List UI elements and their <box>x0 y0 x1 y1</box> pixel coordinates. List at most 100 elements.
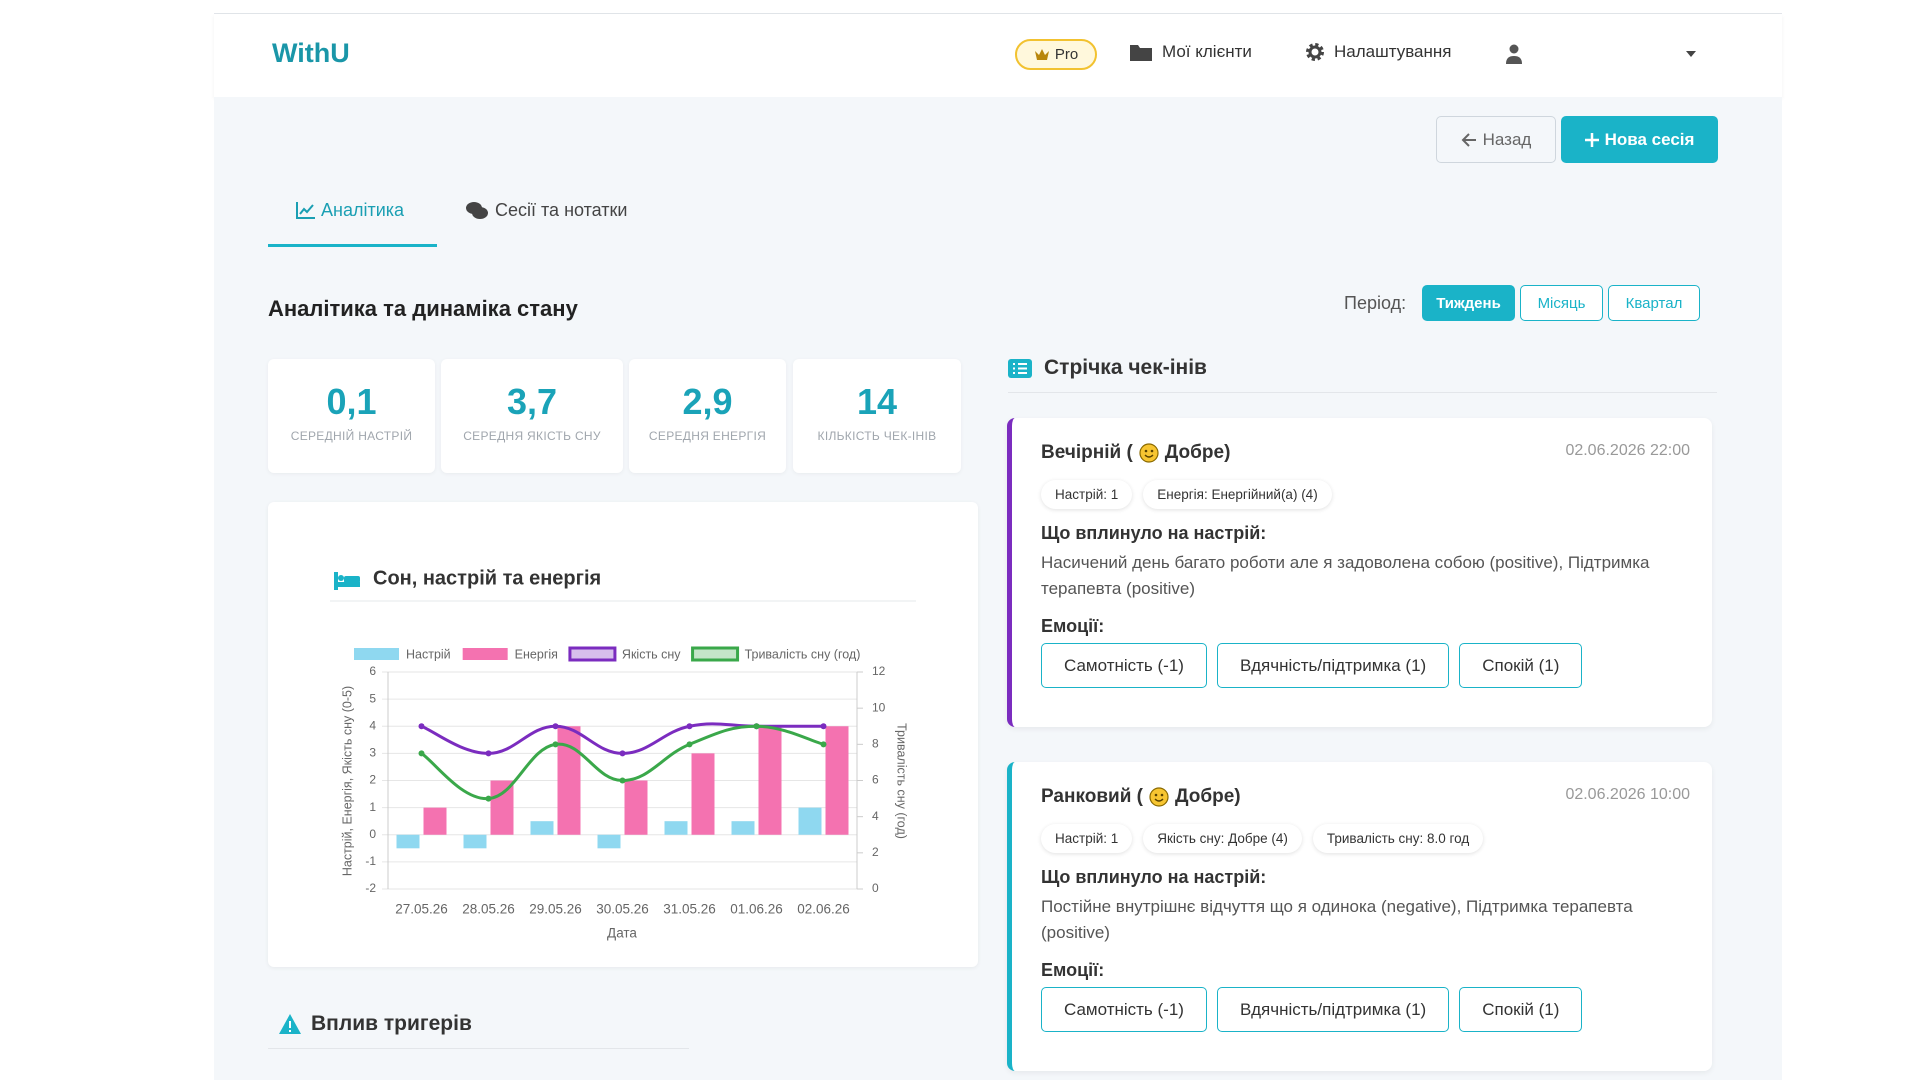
influence-heading: Що вплинуло на настрій: <box>1041 867 1267 887</box>
stat-label: СЕРЕДНЯ ЯКІСТЬ СНУ <box>463 429 601 443</box>
chart-card: Сон, настрій та енергія Настрій, Енергія… <box>268 502 978 967</box>
triggers-heading: Вплив тригерів <box>279 1012 472 1036</box>
checkin-title: Ранковий (Добре) <box>1041 782 1690 812</box>
x-tick-label: 28.05.26 <box>462 902 515 917</box>
line-point <box>619 777 626 784</box>
emotions-heading: Емоції: <box>1041 960 1105 980</box>
new-session-button[interactable]: Нова сесія <box>1561 116 1718 163</box>
line-point <box>485 750 492 757</box>
active-tab-underline <box>268 244 437 247</box>
emotion-button[interactable]: Самотність (-1) <box>1041 643 1207 688</box>
heading-text: Стрічка чек-інів <box>1044 356 1207 379</box>
y-tick-label: 6 <box>369 664 376 678</box>
y-tick-label: 1 <box>369 800 376 814</box>
legend-swatch <box>568 646 617 662</box>
line-point <box>619 750 626 757</box>
x-tick-label: 30.05.26 <box>596 902 649 917</box>
bar <box>798 807 822 835</box>
emotion-button[interactable]: Вдячність/підтримка (1) <box>1216 987 1450 1032</box>
nav-settings[interactable]: Налаштування <box>1305 42 1452 62</box>
y2-tick-label: 0 <box>872 881 879 895</box>
user-icon[interactable] <box>1505 44 1523 64</box>
line-point <box>485 795 492 802</box>
bar <box>463 834 487 849</box>
smile-emoji <box>1149 787 1169 807</box>
tag: Енергія: Енергійний(а) (4) <box>1143 480 1332 509</box>
user-menu-caret[interactable] <box>1686 51 1696 57</box>
tag-list: Настрій: 1 Якість сну: Добре (4) Триваліст… <box>1041 824 1690 853</box>
period-label: Період: <box>1344 293 1407 313</box>
y2-tick-label: 8 <box>872 737 879 751</box>
back-button[interactable]: Назад <box>1436 116 1556 163</box>
line-point <box>686 723 693 730</box>
legend-swatch <box>354 648 399 660</box>
emotions-heading: Емоції: <box>1041 616 1105 636</box>
line-point <box>552 723 559 730</box>
stat-label: СЕРЕДНЯ ЕНЕРГІЯ <box>648 429 767 443</box>
plus-icon <box>1584 132 1599 147</box>
tag: Якість сну: Добре (4) <box>1143 824 1302 853</box>
emotion-button[interactable]: Вдячність/підтримка (1) <box>1216 643 1450 688</box>
stat-value: 2,9 <box>682 381 733 422</box>
bar <box>396 834 420 849</box>
stat-card: 14 КІЛЬКІСТЬ ЧЕК-ІНІВ <box>793 359 961 473</box>
emotion-button[interactable]: Спокій (1) <box>1459 987 1583 1032</box>
tag: Настрій: 1 <box>1041 824 1133 853</box>
tab-label: Аналітика <box>321 200 405 220</box>
period-button[interactable]: Місяць <box>1520 285 1603 321</box>
influence-heading: Що вплинуло на настрій: <box>1041 523 1267 543</box>
pro-badge[interactable]: Pro <box>1015 39 1097 70</box>
stat-card: 3,7 СЕРЕДНЯ ЯКІСТЬ СНУ <box>441 359 623 473</box>
bar <box>624 780 648 835</box>
stat-value: 14 <box>856 381 898 422</box>
list-icon <box>1008 358 1032 378</box>
feed-heading: Стрічка чек-інів <box>1008 356 1207 380</box>
smile-emoji <box>1139 443 1159 463</box>
tab-label: Сесії та нотатки <box>495 200 628 220</box>
bed-icon <box>334 572 360 590</box>
y-tick-label: -2 <box>365 881 376 895</box>
checkin-title: Вечірній (Добре) <box>1041 438 1690 468</box>
stat-card: 2,9 СЕРЕДНЯ ЕНЕРГІЯ <box>629 359 786 473</box>
emotion-list: Самотність (-1) Вдячність/підтримка (1) Сп… <box>1041 643 1690 688</box>
y-tick-label: 5 <box>369 691 376 705</box>
arrow-left-icon <box>1461 132 1476 147</box>
x-tick-label: 27.05.26 <box>395 902 448 917</box>
heading-underline <box>268 1048 689 1049</box>
period-button[interactable]: Квартал <box>1608 285 1700 321</box>
tag: Настрій: 1 <box>1041 480 1133 509</box>
top-border <box>214 13 1782 14</box>
line-point <box>820 723 827 730</box>
nav-label: Мої клієнти <box>1162 42 1252 61</box>
warning-icon <box>279 1014 301 1034</box>
emotion-button[interactable]: Спокій (1) <box>1459 643 1583 688</box>
emotion-list: Самотність (-1) Вдячність/підтримка (1) Сп… <box>1041 987 1690 1032</box>
y2-tick-label: 10 <box>872 700 886 714</box>
bar <box>758 726 782 835</box>
emotion-button[interactable]: Самотність (-1) <box>1041 987 1207 1032</box>
y-tick-label: 2 <box>369 773 376 787</box>
line-point <box>820 741 827 748</box>
legend-swatch <box>462 648 508 660</box>
nav-label: Налаштування <box>1334 42 1452 61</box>
gear-icon <box>1306 43 1324 61</box>
x-tick-label: 02.06.26 <box>797 902 850 917</box>
bar <box>597 834 621 849</box>
tab-sessions[interactable]: Сесії та нотатки <box>465 200 627 221</box>
nav-clients[interactable]: Мої клієнти <box>1129 42 1252 62</box>
chart: Сон, настрій та енергія Настрій, Енергія… <box>330 567 916 941</box>
bar <box>691 753 715 835</box>
tab-analytics[interactable]: Аналітика <box>296 200 404 221</box>
logo[interactable]: WithU <box>272 38 350 68</box>
comments-icon <box>466 202 488 219</box>
period-button[interactable]: Тиждень <box>1422 285 1515 321</box>
y2-axis-title: Тривалість сну (год) <box>895 723 909 839</box>
heading-text: Вплив тригерів <box>311 1012 472 1035</box>
crown-icon <box>1034 49 1049 60</box>
stat-label: КІЛЬКІСТЬ ЧЕК-ІНІВ <box>817 429 937 443</box>
bar <box>557 726 581 835</box>
pro-label: Pro <box>1054 46 1079 63</box>
tag-list: Настрій: 1 Енергія: Енергійний(а) (4) <box>1041 480 1690 509</box>
